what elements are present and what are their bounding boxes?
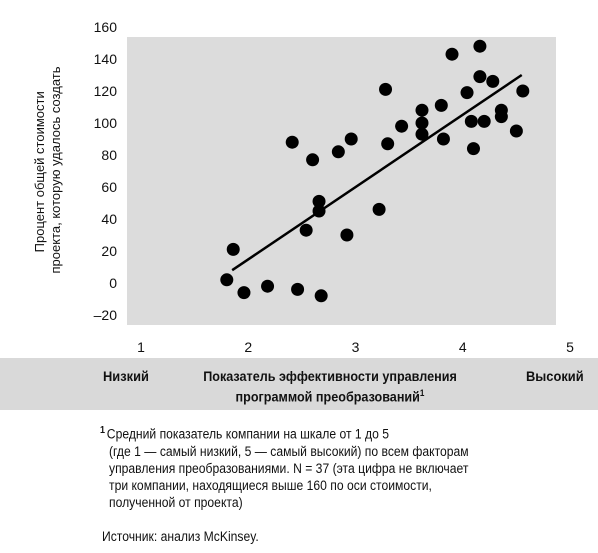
scatter-point [261, 279, 275, 293]
x-tick-label: 3 [352, 339, 360, 355]
scatter-point [436, 132, 450, 146]
scatter-point [415, 127, 429, 141]
y-axis-label-line-1: Процент общей стоимости [32, 91, 47, 252]
footnote-line-3: управления преобразованиями. N = 37 (эта… [109, 460, 469, 476]
scatter-point [395, 119, 409, 133]
scatter-point [473, 39, 487, 53]
scatter-point [486, 74, 500, 88]
scatter-chart: 160 140 120 100 80 60 40 20 0 –20 1 2 3 4 5 Процент о… [32, 19, 574, 355]
scatter-point [312, 194, 326, 208]
scatter-point [466, 142, 480, 156]
source-note: Источник: анализ McKinsey. [102, 529, 259, 544]
footnote-line-1: 1 Средний показатель компании на шкале от… [100, 422, 523, 443]
y-tick-label: 160 [94, 19, 118, 35]
scatter-point [331, 145, 345, 159]
scatter-point [340, 228, 354, 242]
plot-area [127, 37, 556, 325]
footnote-marker: 1 [100, 425, 106, 436]
scatter-point [509, 124, 523, 138]
x-tick-label: 1 [137, 339, 145, 355]
scatter-point [314, 289, 328, 303]
footnote-line-4: три компании, находящиеся выше 160 по ос… [109, 477, 432, 493]
scatter-point [291, 282, 305, 296]
y-axis-label: Процент общей стоимости проекта, которую… [32, 66, 63, 273]
scatter-point [379, 82, 393, 96]
scatter-point [477, 114, 491, 128]
scatter-point [312, 204, 326, 218]
x-tick-label: 5 [566, 339, 574, 355]
scatter-point [473, 70, 487, 84]
x-axis-band: Низкий Показатель эффективности управлен… [0, 358, 598, 410]
scatter-point [434, 98, 448, 112]
scatter-point [306, 153, 320, 167]
x-axis-low-label: Низкий [103, 368, 149, 384]
scatter-point [344, 132, 358, 146]
scatter-point [464, 114, 478, 128]
y-axis-label-line-2: проекта, которую удалось создать [48, 66, 63, 273]
x-axis-title-footnote-marker: 1 [419, 388, 425, 398]
scatter-point [494, 110, 508, 124]
scatter-point [220, 273, 234, 287]
x-tick-label: 4 [459, 339, 467, 355]
scatter-point [381, 137, 395, 151]
y-tick-label: 0 [109, 275, 117, 291]
scatter-point [460, 86, 474, 100]
scatter-point [299, 223, 313, 237]
x-tick-label: 2 [244, 339, 252, 355]
y-tick-label: 140 [94, 51, 118, 67]
x-axis-title-text: Показатель эффективности управления прог… [203, 368, 457, 405]
footnote: 1 Средний показатель компании на шкале от… [100, 422, 523, 511]
y-tick-label: 40 [101, 211, 117, 227]
y-tick-label: 120 [94, 83, 118, 99]
x-axis-title: Показатель эффективности управления прог… [177, 368, 483, 406]
y-tick-label: 80 [101, 147, 117, 163]
scatter-point [285, 135, 299, 149]
y-tick-label: 20 [101, 243, 117, 259]
x-axis-high-label: Высокий [526, 368, 584, 384]
scatter-point [237, 286, 251, 300]
scatter-point [445, 47, 459, 61]
scatter-point [226, 242, 240, 256]
scatter-point [516, 84, 530, 98]
y-tick-label: 60 [101, 179, 117, 195]
footnote-line-5: полученной от проекта) [109, 494, 243, 510]
scatter-point [415, 103, 429, 117]
scatter-point [372, 202, 386, 216]
y-tick-label: –20 [94, 307, 118, 323]
footnote-line-2: (где 1 — самый низкий, 5 — самый высокий… [109, 443, 469, 459]
trend-line [231, 73, 523, 272]
scatter-point [415, 116, 429, 130]
footnote-line-1-text: Средний показатель компании на шкале от … [106, 426, 390, 442]
y-tick-label: 100 [94, 115, 118, 131]
